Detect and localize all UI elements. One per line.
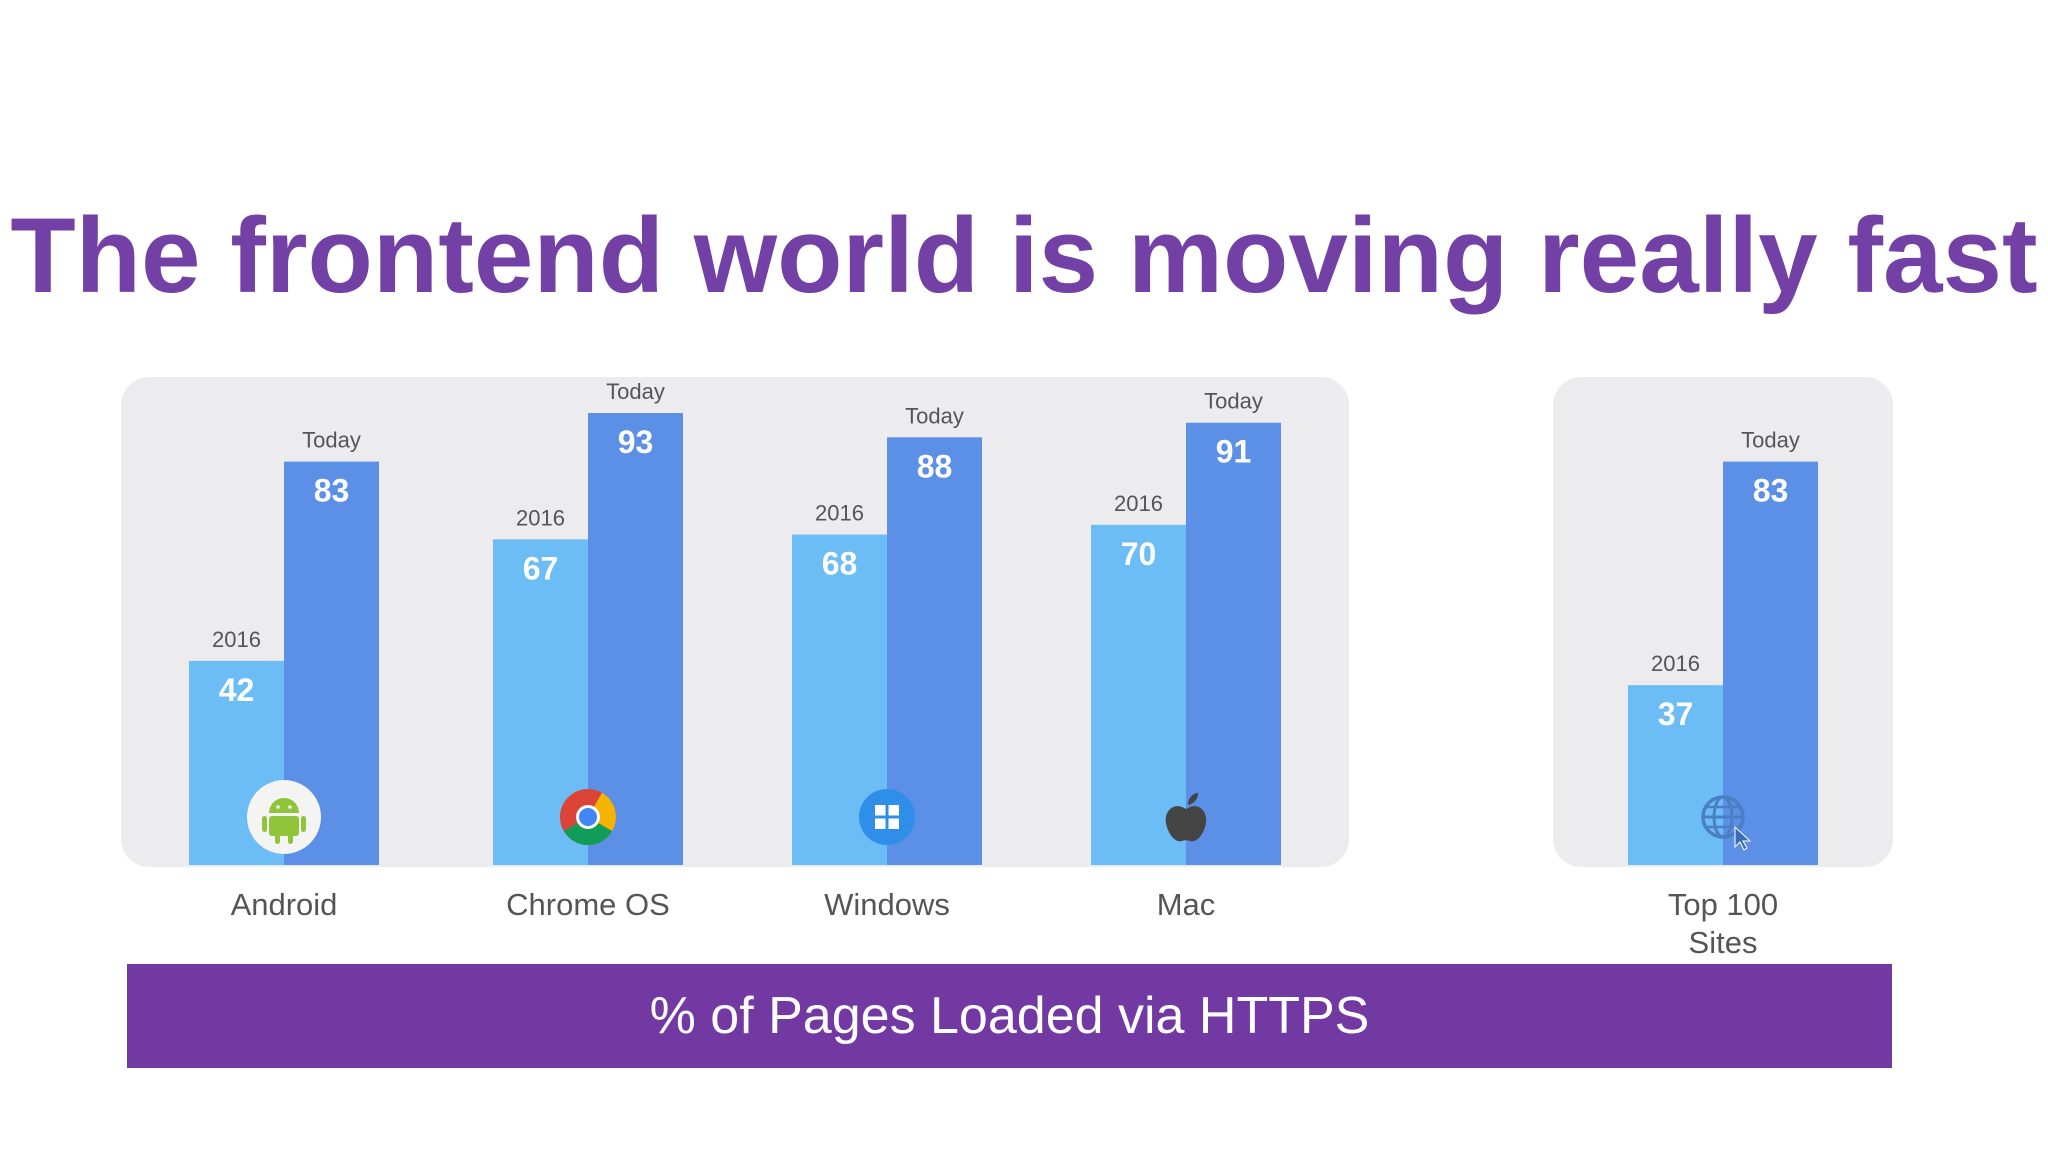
bar-top-100-sites-today bbox=[1723, 461, 1818, 865]
series-label-android-2016: 2016 bbox=[212, 627, 261, 652]
value-label-windows-today: 88 bbox=[917, 448, 953, 484]
series-label-chrome-os-2016: 2016 bbox=[516, 505, 565, 530]
value-label-android-today: 83 bbox=[314, 473, 350, 509]
value-label-chrome-os-2016: 67 bbox=[523, 550, 559, 586]
series-label-chrome-os-today: Today bbox=[606, 379, 665, 404]
category-label-top-100-sites: Top 100 bbox=[1668, 887, 1778, 922]
series-label-mac-2016: 2016 bbox=[1114, 491, 1163, 516]
chart-caption: % of Pages Loaded via HTTPS bbox=[649, 987, 1370, 1045]
category-label-android: Android bbox=[231, 887, 338, 922]
value-label-chrome-os-today: 93 bbox=[618, 424, 654, 460]
globe-icon bbox=[1701, 795, 1752, 851]
chrome-icon bbox=[560, 789, 616, 845]
bar-top-100-sites-2016 bbox=[1628, 685, 1723, 865]
title-suffix: fast bbox=[1817, 194, 2038, 315]
bars-layer: 2016 42 Today 83 Android 2016 67 Today 93 Chrome … bbox=[189, 379, 1818, 960]
slide-title: The frontend world is moving really fast bbox=[0, 190, 2048, 320]
value-label-top-100-sites-2016: 37 bbox=[1658, 696, 1694, 732]
apple-icon bbox=[1165, 793, 1207, 842]
bar-mac-today bbox=[1186, 422, 1281, 865]
category-label-mac: Mac bbox=[1157, 887, 1216, 922]
title-emphasis: really bbox=[1538, 194, 1818, 315]
category-label-top-100-sites-line2: Sites bbox=[1689, 925, 1758, 960]
bar-chrome-os-today bbox=[588, 413, 683, 865]
title-prefix: The frontend world is moving bbox=[10, 194, 1539, 315]
category-label-windows: Windows bbox=[824, 887, 950, 922]
series-label-mac-today: Today bbox=[1204, 389, 1263, 414]
value-label-mac-2016: 70 bbox=[1121, 536, 1157, 572]
caption-band: % of Pages Loaded via HTTPS bbox=[127, 964, 1892, 1068]
platforms-panel bbox=[121, 377, 1349, 867]
value-label-top-100-sites-today: 83 bbox=[1753, 473, 1789, 509]
windows-icon bbox=[859, 789, 915, 845]
series-label-top-100-sites-today: Today bbox=[1741, 428, 1800, 453]
series-label-windows-2016: 2016 bbox=[815, 501, 864, 526]
value-label-android-2016: 42 bbox=[219, 672, 255, 708]
value-label-windows-2016: 68 bbox=[822, 546, 858, 582]
android-icon bbox=[247, 780, 321, 854]
series-label-windows-today: Today bbox=[905, 403, 964, 428]
bar-mac-2016 bbox=[1091, 524, 1186, 865]
series-label-top-100-sites-2016: 2016 bbox=[1651, 651, 1700, 676]
value-label-mac-today: 91 bbox=[1216, 434, 1252, 470]
bar-windows-today bbox=[887, 437, 982, 865]
series-label-android-today: Today bbox=[302, 428, 361, 453]
category-label-chrome-os: Chrome OS bbox=[506, 887, 670, 922]
